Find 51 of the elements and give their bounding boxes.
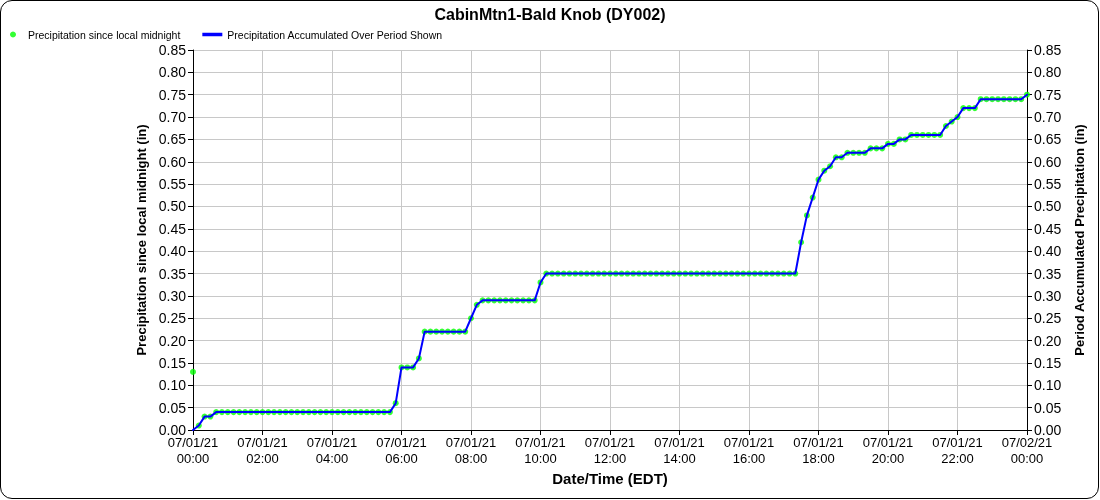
y2-tick-label: 0.45 [1034, 220, 1062, 237]
x-tick-label: 07/01/21 20:00 [862, 434, 914, 466]
y2-tick-label: 0.15 [1034, 354, 1062, 371]
legend-label: Precipitation Accumulated Over Period Shown [227, 28, 443, 41]
y2-tick-label: 0.80 [1034, 64, 1062, 81]
y-tick-label: 0.85 [158, 42, 187, 58]
x-tick-label: 07/01/21 22:00 [932, 434, 983, 466]
x-tick-label: 07/01/21 06:00 [376, 434, 427, 466]
y2-tick-label: 0.30 [1034, 287, 1062, 304]
chart-title: CabinMtn1-Bald Knob (DY002) [434, 5, 666, 23]
x-tick-label: 07/01/21 12:00 [584, 434, 636, 466]
x-tick-label: 07/01/21 04:00 [306, 434, 358, 466]
y2-tick-label: 0.55 [1034, 176, 1062, 193]
y-tick-label: 0.50 [158, 198, 187, 215]
y2-tick-label: 0.60 [1034, 153, 1062, 170]
y2-tick-label: 0.40 [1034, 243, 1062, 260]
y-tick-label: 0.70 [158, 109, 187, 126]
y-tick-label: 0.10 [158, 377, 187, 394]
y-tick-label: 0.30 [158, 287, 187, 304]
y-tick-label: 0.45 [158, 220, 187, 237]
x-tick-label: 07/01/21 08:00 [445, 434, 497, 466]
y-tick-label: 0.60 [158, 153, 187, 170]
y-axis-title: Precipitation since local midnight (in) [133, 124, 149, 356]
y-tick-label: 0.15 [158, 354, 187, 371]
y-tick-label: 0.80 [158, 64, 187, 81]
y2-tick-label: 0.25 [1034, 310, 1062, 327]
y-tick-label: 0.05 [158, 399, 187, 416]
x-tick-label: 07/01/21 16:00 [723, 434, 775, 466]
y2-tick-label: 0.70 [1034, 109, 1062, 126]
x-tick-label: 07/01/21 02:00 [237, 434, 288, 466]
y2-tick-label: 0.20 [1034, 332, 1062, 349]
y-tick-label: 0.20 [158, 332, 187, 349]
y-tick-label: 0.55 [158, 176, 187, 193]
y-tick-label: 0.35 [158, 265, 187, 282]
y-tick-label: 0.65 [158, 131, 187, 148]
y2-tick-label: 0.35 [1034, 265, 1062, 282]
y2-axis-title: Period Accumulated Precipitation (in) [1072, 124, 1087, 356]
x-axis-title: Date/Time (EDT) [552, 469, 668, 487]
x-tick-label: 07/01/21 14:00 [654, 434, 705, 466]
y2-tick-label: 0.75 [1034, 86, 1062, 103]
y2-tick-label: 0.85 [1034, 42, 1062, 58]
x-tick-label: 07/01/21 10:00 [515, 434, 566, 466]
legend-label: Precipitation since local midnight [28, 28, 181, 41]
y2-tick-label: 0.65 [1034, 131, 1062, 148]
y-tick-label: 0.40 [158, 243, 187, 260]
x-tick-label: 07/01/21 18:00 [793, 434, 844, 466]
y2-tick-label: 0.50 [1034, 198, 1062, 215]
y2-tick-label: 0.05 [1034, 399, 1062, 416]
y2-tick-label: 0.10 [1034, 377, 1062, 394]
y-tick-label: 0.25 [158, 310, 187, 327]
y-tick-label: 0.75 [158, 86, 187, 103]
